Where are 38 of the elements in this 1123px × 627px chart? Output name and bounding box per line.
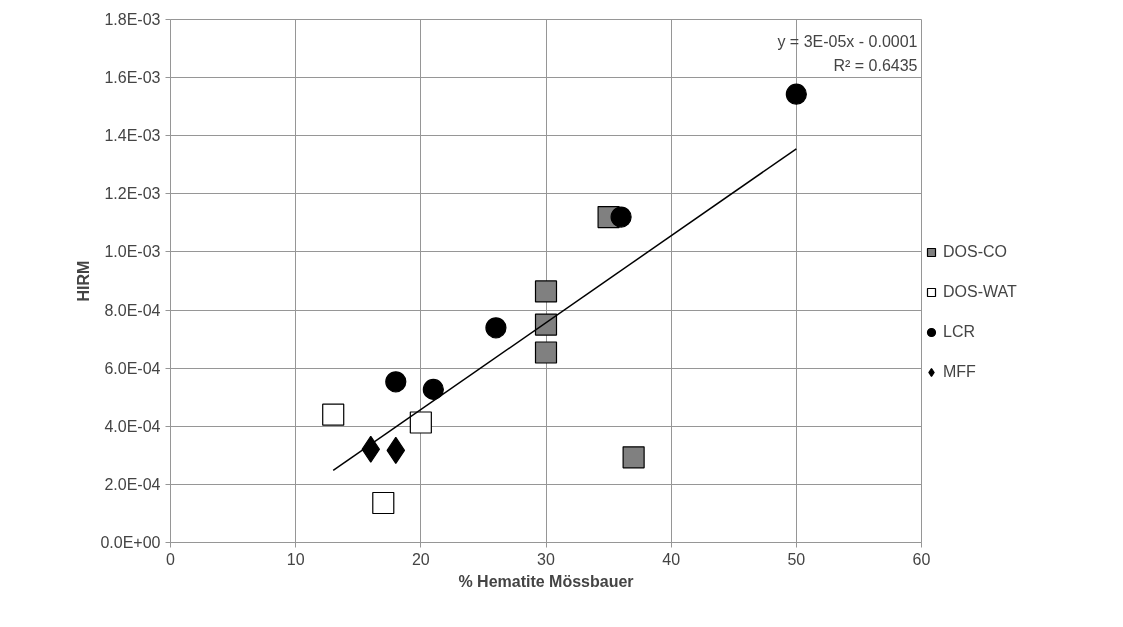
point [534, 280, 558, 303]
point [386, 436, 406, 464]
y-tick-label: 0.0E+00 [100, 534, 161, 551]
point [322, 403, 345, 426]
y-tick-label: 1.0E-03 [104, 243, 161, 261]
y-tick-label: 1.4E-03 [104, 127, 161, 145]
point [361, 435, 381, 463]
point [534, 341, 558, 364]
x-tick-label: 0 [166, 550, 176, 568]
point [622, 446, 645, 469]
legend-label: DOS-CO [943, 243, 1007, 261]
x-tick-label: 60 [912, 550, 931, 568]
point [534, 313, 558, 336]
legend-label: MFF [943, 363, 976, 381]
x-tick-label: 30 [537, 550, 555, 568]
x-tick-label: 10 [286, 550, 305, 568]
x-tick-label: 20 [411, 550, 430, 568]
y-tick-label: 1.2E-03 [104, 185, 161, 203]
y-tick-label: 6.0E-04 [104, 359, 161, 377]
point [785, 83, 807, 105]
annotation: R² = 0.6435 [833, 57, 918, 74]
point [409, 411, 432, 434]
y-tick-label: 1.8E-03 [104, 11, 161, 28]
y-axis-title: HIRM [75, 260, 93, 302]
y-tick-label: 4.0E-04 [104, 417, 161, 435]
legend-label: LCR [943, 323, 976, 341]
x-tick-label: 40 [662, 550, 681, 568]
x-axis-title: % Hematite Mössbauer [458, 572, 634, 590]
point [422, 378, 444, 400]
point [485, 317, 507, 339]
point [610, 206, 632, 228]
point [372, 491, 395, 515]
y-tick-label: 2.0E-04 [104, 475, 161, 493]
legend-label: DOS-WAT [943, 283, 1017, 301]
y-tick-label: 8.0E-04 [104, 301, 161, 319]
y-tick-label: 1.6E-03 [104, 69, 161, 87]
point [385, 371, 407, 393]
x-tick-label: 50 [787, 550, 806, 568]
